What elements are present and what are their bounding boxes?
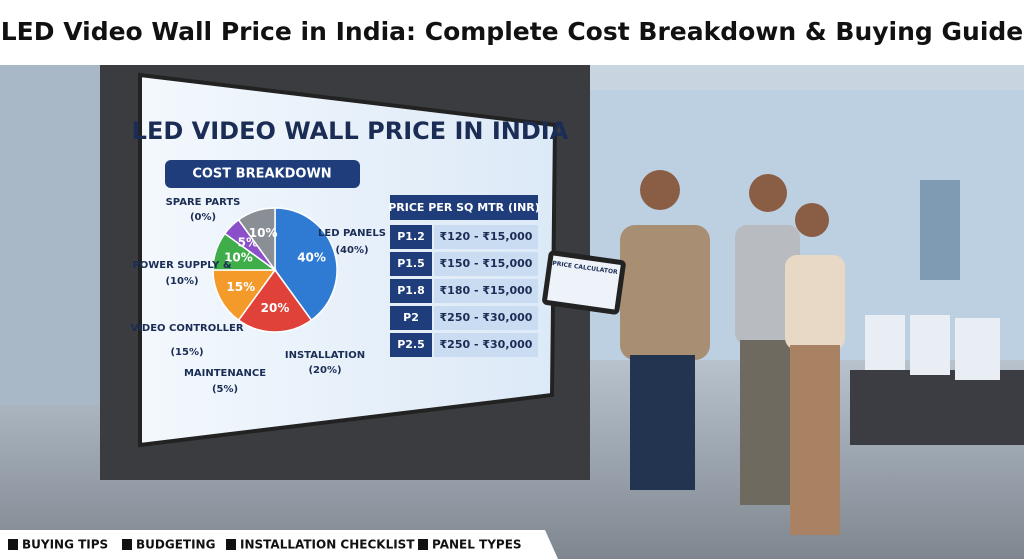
- screen-title: LED VIDEO WALL PRICE IN INDIA: [132, 117, 569, 145]
- presenter-legs: [630, 355, 695, 490]
- price-rows: P1.2 ₹120 - ₹15,000 P1.5 ₹150 - ₹15,000 P1.8…: [390, 225, 538, 357]
- row-value-bg: [434, 333, 538, 357]
- presenter-head: [640, 170, 680, 210]
- slice-caption: (20%): [308, 365, 341, 376]
- pitch: P1.5: [397, 257, 425, 270]
- slice-caption: (15%): [170, 347, 203, 358]
- woman-head: [795, 203, 829, 237]
- footer-bar: [0, 530, 558, 559]
- slice-label: 15%: [226, 280, 255, 294]
- woman: [785, 255, 845, 350]
- footer-tab[interactable]: INSTALLATION CHECKLIST: [240, 538, 415, 552]
- brochure: [910, 315, 950, 375]
- footer-tab[interactable]: BUDGETING: [136, 538, 215, 552]
- row-value-bg: [434, 306, 538, 330]
- window-left: [0, 65, 100, 405]
- slice-label: 20%: [261, 301, 290, 315]
- price: ₹250 - ₹30,000: [440, 338, 533, 351]
- brochure: [955, 318, 1000, 380]
- slice-label: 10%: [224, 251, 253, 265]
- man: [735, 225, 800, 345]
- people: [620, 170, 845, 535]
- price-header: [390, 195, 538, 220]
- presenter: [620, 225, 710, 360]
- slice-caption: (5%): [212, 384, 238, 395]
- slice-label: 40%: [297, 251, 326, 265]
- slice-name: MAINTENANCE: [184, 368, 266, 379]
- row-key-bg: [390, 279, 432, 303]
- tablet-screen: [547, 255, 621, 310]
- slice-name: POWER SUPPLY &: [132, 260, 231, 271]
- pitch: P2.5: [397, 338, 425, 351]
- slice-caption: (0%): [190, 212, 216, 223]
- slice-caption: (40%): [335, 245, 368, 256]
- tab-icon: [226, 539, 236, 550]
- man-legs: [740, 340, 795, 505]
- price: ₹150 - ₹15,000: [440, 257, 533, 270]
- footer-tab[interactable]: PANEL TYPES: [432, 538, 522, 552]
- slice-name: INSTALLATION: [285, 350, 365, 361]
- price: ₹250 - ₹30,000: [440, 311, 533, 324]
- price-title: PRICE PER SQ MTR (INR): [388, 201, 540, 214]
- slice-caption: (10%): [165, 276, 198, 287]
- brochure: [865, 315, 905, 370]
- slice-label: 10%: [249, 226, 278, 240]
- price: ₹180 - ₹15,000: [440, 284, 533, 297]
- row-value-bg: [434, 225, 538, 249]
- row-key-bg: [390, 225, 432, 249]
- tab-icon: [418, 539, 428, 550]
- tab-icon: [122, 539, 132, 550]
- breakdown-title: COST BREAKDOWN: [192, 167, 331, 182]
- row-value-bg: [434, 279, 538, 303]
- man-head: [749, 174, 787, 212]
- slice-name: LED PANELS: [318, 228, 386, 239]
- pie-captions: LED PANELS (40%) INSTALLATION (20%) VIDE…: [130, 197, 386, 395]
- breakdown-badge: [165, 160, 360, 188]
- slice-name: VIDEO CONTROLLER: [130, 323, 243, 334]
- row-key-bg: [390, 333, 432, 357]
- row-key-bg: [390, 306, 432, 330]
- pie-slice: [237, 207, 276, 273]
- footer-tab[interactable]: BUYING TIPS: [22, 538, 108, 552]
- price: ₹120 - ₹15,000: [440, 230, 533, 243]
- row-value-bg: [434, 252, 538, 276]
- pie-slice: [212, 269, 277, 322]
- counter: [850, 370, 1024, 445]
- slice-name: SPARE PARTS: [166, 197, 241, 208]
- row-key-bg: [390, 252, 432, 276]
- footer-tabs: BUYING TIPS BUDGETING INSTALLATION CHECKLI…: [8, 538, 522, 552]
- pitch: P2: [403, 311, 419, 324]
- pitch: P1.8: [397, 284, 425, 297]
- pie-slice: [237, 268, 313, 333]
- pitch: P1.2: [397, 230, 425, 243]
- title-bar: [0, 0, 1024, 65]
- woman-legs: [790, 345, 840, 535]
- tab-icon: [8, 539, 18, 550]
- pie-chart: 40%20%15%10%5%10%: [212, 207, 338, 333]
- tower: [920, 180, 960, 280]
- pie-slice: [274, 207, 338, 322]
- page-title: LED Video Wall Price in India: Complete …: [1, 17, 1024, 46]
